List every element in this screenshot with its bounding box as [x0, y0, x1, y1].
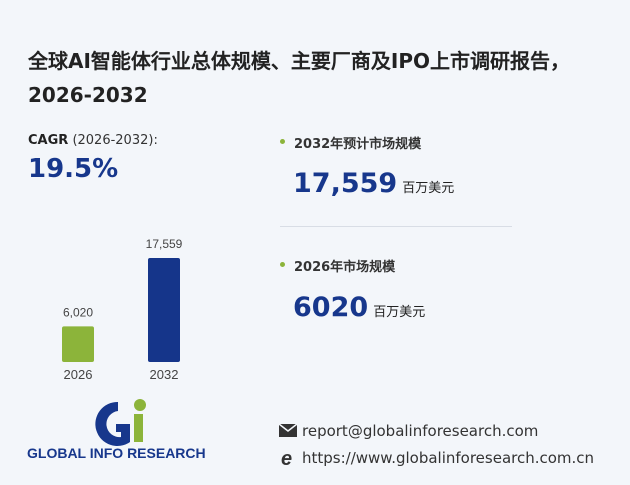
stat-value: 17,559 [293, 168, 398, 199]
logo-mark [95, 399, 146, 446]
stat: 6020 百万美元 [293, 292, 425, 323]
bullet [280, 262, 285, 267]
email-icon-flap [278, 423, 298, 432]
email: report@globalinforesearch.com [302, 422, 539, 440]
x-tick-label: 2026 [64, 367, 93, 382]
x-tick-label: 2032 [150, 367, 179, 382]
logo-dot [134, 399, 146, 411]
bar [148, 258, 180, 362]
divider [280, 226, 512, 227]
cagr-period: (2026-2032): [72, 133, 158, 148]
bar-value-label: 6,020 [63, 305, 93, 319]
url: https://www.globalinforesearch.com.cn [302, 449, 595, 467]
logo-g [95, 401, 130, 446]
cagr-label: CAGR [28, 133, 69, 148]
stat-unit: 百万美元 [373, 305, 426, 320]
stat-label: 2032年预计市场规模 [294, 137, 422, 152]
stat-unit: 百万美元 [402, 181, 455, 196]
bar-value-label: 17,559 [146, 237, 183, 251]
logo-i [134, 414, 143, 442]
web-icon: e [281, 448, 292, 470]
title: 全球AI智能体行业总体规模、主要厂商及IPO上市调研报告，2026-2032 [28, 49, 571, 107]
bar [62, 326, 94, 362]
stat-value: 6020 [293, 292, 369, 323]
cagr-value: 19.5% [28, 154, 119, 184]
stat-label: 2026年市场规模 [294, 260, 396, 275]
cagr: CAGR (2026-2032): [28, 133, 158, 148]
logo-text: GLOBAL INFO RESEARCH [27, 445, 206, 461]
stat: 17,559 百万美元 [293, 168, 454, 199]
bullet [280, 139, 285, 144]
